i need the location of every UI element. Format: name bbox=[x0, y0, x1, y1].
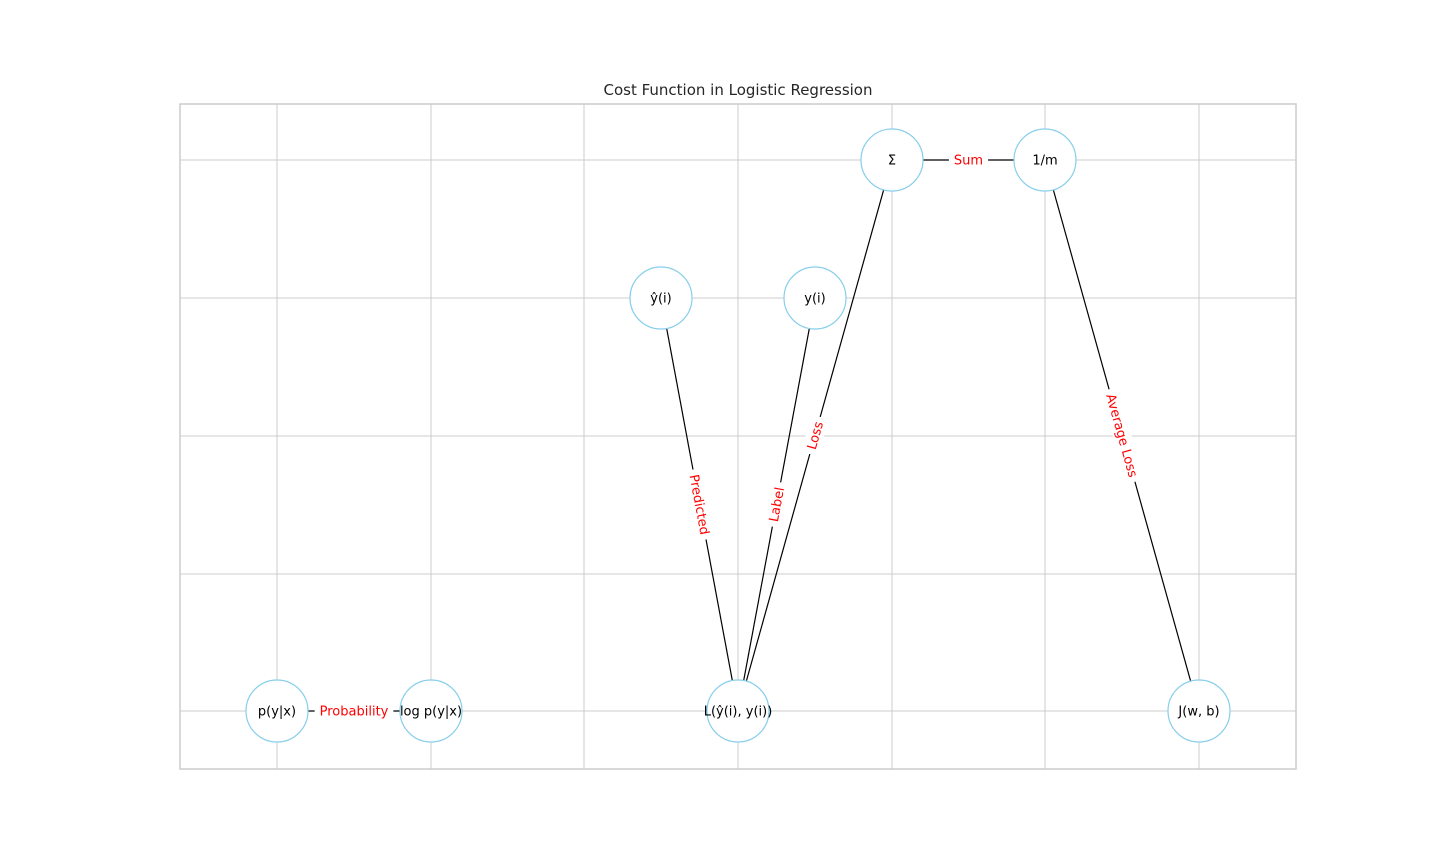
plot-frame bbox=[179, 103, 1297, 770]
nodes: p(y|x) log p(y|x) L(ŷ(i), y(i)) J(w, b) ŷ(i)… bbox=[245, 128, 1231, 743]
node-J: J(w, b) bbox=[1167, 679, 1231, 743]
node-circle bbox=[1167, 679, 1231, 743]
node-y: y(i) bbox=[783, 266, 847, 330]
node-circle bbox=[783, 266, 847, 330]
edge-label-background bbox=[801, 414, 829, 457]
edge-label-probability: Probability bbox=[320, 705, 389, 720]
node-circle bbox=[399, 679, 463, 743]
edge-label-background bbox=[1100, 386, 1144, 485]
edge-label-loss: Loss bbox=[805, 420, 827, 452]
edge-label-background bbox=[314, 702, 394, 720]
node-circle bbox=[245, 679, 309, 743]
edge-label-background bbox=[684, 467, 715, 542]
node-p: p(y|x) bbox=[245, 679, 309, 743]
node-label: y(i) bbox=[804, 292, 825, 307]
node-label: p(y|x) bbox=[258, 705, 296, 720]
node-logp: log p(y|x) bbox=[399, 679, 463, 743]
node-circle bbox=[860, 128, 924, 192]
node-label: J(w, b) bbox=[1177, 705, 1219, 720]
edge-label-group-1: Predicted bbox=[684, 467, 715, 542]
node-circle bbox=[706, 679, 770, 743]
node-sum: Σ bbox=[860, 128, 924, 192]
node-circle bbox=[629, 266, 693, 330]
node-label: L(ŷ(i), y(i)) bbox=[704, 705, 773, 720]
node-label: ŷ(i) bbox=[650, 292, 671, 307]
node-L: L(ŷ(i), y(i)) bbox=[704, 679, 773, 743]
edge-label-group-0: Probability bbox=[314, 702, 394, 720]
edge-label-background bbox=[763, 480, 790, 529]
node-circle bbox=[1013, 128, 1077, 192]
node-yhat: ŷ(i) bbox=[629, 266, 693, 330]
node-invm: 1/m bbox=[1013, 128, 1077, 192]
edge-label-sum: Sum bbox=[954, 154, 983, 169]
node-label: 1/m bbox=[1032, 154, 1057, 169]
edge-label-group-2: Label bbox=[763, 480, 790, 529]
edge-label-group-3: Loss bbox=[801, 414, 829, 457]
diagram-title: Cost Function in Logistic Regression bbox=[603, 81, 872, 99]
edge-label-background bbox=[948, 151, 989, 169]
node-label: log p(y|x) bbox=[400, 705, 462, 720]
node-label: Σ bbox=[888, 154, 896, 169]
edge-label-label: Label bbox=[767, 486, 788, 523]
edge-label-group-4: Sum bbox=[948, 151, 989, 169]
